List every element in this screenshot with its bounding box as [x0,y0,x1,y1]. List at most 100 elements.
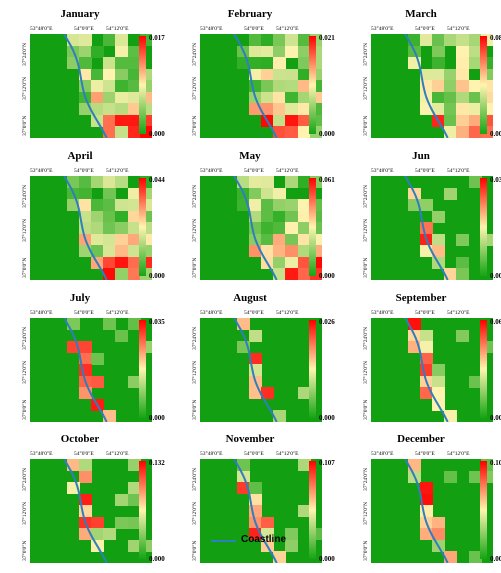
heatmap-cell [127,516,141,529]
heatmap-grid [200,34,322,138]
heatmap-cell [127,268,141,280]
latitude-tick-label: 37°0'0"N [363,115,369,136]
heatmap-cell [456,91,470,104]
heatmap-cell [297,387,311,400]
longitude-tick-label: 53°48'0"E [30,310,53,316]
heatmap-cell [103,210,117,223]
heatmap-cell [91,103,104,116]
heatmap-cell [432,57,445,70]
colorbar-min-label: 0.000 [490,555,501,563]
heatmap-cell [91,233,104,246]
heatmap-cell [273,91,287,104]
latitude-tick-label: 37°24'0"N [363,184,369,208]
heatmap-cell [78,68,92,81]
heatmap-cell [273,233,287,246]
heatmap-cell [419,34,433,46]
panel-august: August 53°48'0"E 54°0'0"E 54°12'0"E 37°24'0"… [170,292,335,432]
coastline [404,459,449,563]
heatmap-cell [297,114,311,127]
heatmap-cell [103,318,117,330]
longitude-tick-label: 54°0'0"E [415,168,435,174]
heatmap-cell [444,68,458,81]
heatmap-cell [91,199,104,212]
heatmap-cell [297,268,311,280]
heatmap-cell [297,91,311,104]
colorbar: 0.026 0.000 [309,318,335,422]
heatmap-cell [285,114,299,127]
heatmap-grid [30,459,152,563]
heatmap-cell [444,126,458,138]
heatmap-cell [297,80,311,93]
heatmap-cell [432,375,445,388]
panel-title: January [60,8,100,20]
latitude-tick-label: 37°0'0"N [22,115,28,136]
coastline-legend-label: Coastline [241,534,287,545]
heatmap-cell [285,176,299,188]
heatmap-cell [115,91,129,104]
latitude-tick-label: 37°12'0"N [192,218,198,242]
heatmap-cell [456,114,470,127]
heatmap-cell [456,329,470,342]
heatmap-cell [91,176,104,188]
colorbar-max-label: 0.132 [149,459,165,467]
heatmap-cell [273,210,287,223]
latitude-tick-label: 37°24'0"N [22,326,28,350]
longitude-tick-label: 53°48'0"E [371,26,394,32]
coastline [63,459,108,563]
heatmap-cell [273,68,287,81]
heatmap-cell [297,34,311,46]
heatmap-cell [285,210,299,223]
heatmap-cell [91,245,104,258]
heatmap-grid [30,176,152,280]
heatmap-cell [127,539,141,552]
coastline [233,34,278,138]
longitude-tick-label: 54°12'0"E [106,310,129,316]
colorbar-max-label: 0.026 [319,318,335,326]
heatmap-cell [261,528,274,541]
latitude-tick-label: 37°24'0"N [22,42,28,66]
panel-title: July [69,292,91,304]
heatmap-cell [103,199,117,212]
heatmap-cell [115,493,129,506]
heatmap-cell [103,222,117,235]
heatmap-cell [103,528,117,541]
heatmap-cell [91,375,104,388]
heatmap-cell [432,245,445,258]
heatmap-cell [127,493,141,506]
heatmap-cell [115,45,129,58]
heatmap-cell [103,103,117,116]
longitude-tick-label: 54°0'0"E [74,26,94,32]
heatmap-cell [297,210,311,223]
heatmap-cell [127,187,141,200]
heatmap-cell [248,34,262,46]
heatmap-cell [468,34,482,46]
colorbar-max-label: 0.061 [319,176,335,184]
colorbar-min-label: 0.000 [149,130,165,138]
heatmap-cell [285,103,299,116]
coastline [63,176,108,280]
heatmap-cell [432,34,445,46]
heatmap-cell [78,493,92,506]
heatmap-cell [127,318,141,330]
latitude-tick-label: 37°24'0"N [363,467,369,491]
panel-title: December [397,433,445,445]
heatmap-cell [78,341,92,354]
heatmap-cell [103,268,117,280]
heatmap-cell [273,34,287,46]
heatmap-cell [91,45,104,58]
coastline-path [63,176,108,280]
heatmap-cell [419,199,433,212]
longitude-tick-label: 54°0'0"E [74,168,94,174]
heatmap-cell [468,126,482,138]
coastline-path [404,459,449,563]
heatmap-cell [456,80,470,93]
panel-february: February 53°48'0"E 54°0'0"E 54°12'0"E 37°24'… [170,8,335,148]
heatmap-cell [248,68,262,81]
heatmap-cell [115,210,129,223]
panel-march: March 53°48'0"E 54°0'0"E 54°12'0"E 37°24'0"N… [341,8,501,148]
longitude-tick-label: 53°48'0"E [30,168,53,174]
latitude-tick-label: 37°12'0"N [363,360,369,384]
heatmap-cell [248,352,262,365]
heatmap-cell [297,233,311,246]
latitude-tick-label: 37°0'0"N [22,399,28,420]
